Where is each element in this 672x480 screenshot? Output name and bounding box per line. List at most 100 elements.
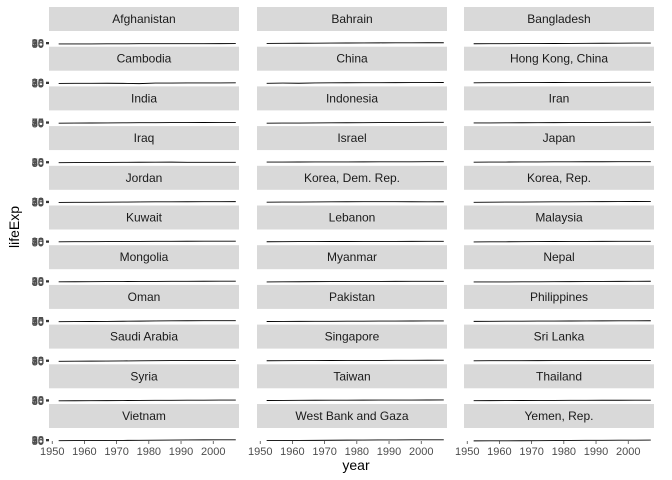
facet-strip <box>257 245 447 270</box>
facet-strip-label: Taiwan <box>333 369 370 383</box>
facet-panel: Philippines <box>464 284 654 322</box>
y-tick-label: 45 <box>32 237 44 249</box>
facet-strip <box>257 86 447 111</box>
facet-strip-label: India <box>131 91 157 105</box>
facet-strip <box>464 404 654 428</box>
facet-panel: China <box>257 46 447 84</box>
series-line <box>473 161 651 163</box>
facet-panel: Japan <box>464 126 654 163</box>
facet-panel: Nepal <box>464 245 654 283</box>
series-line <box>266 399 444 401</box>
x-tick-label: 1980 <box>345 446 369 458</box>
x-tick-label: 1970 <box>104 446 128 458</box>
facet-strip <box>257 205 447 230</box>
facet-panel: Malaysia <box>464 205 654 243</box>
facet-strip-label: Malaysia <box>535 211 583 225</box>
series-line <box>266 359 444 362</box>
facet-strip <box>49 126 239 151</box>
facet-strip-label: Iran <box>549 91 570 105</box>
facet-strip <box>464 126 654 151</box>
facet-strip <box>257 126 447 151</box>
facet-panel: Bahrain <box>257 7 447 44</box>
facet-strip <box>464 46 654 71</box>
y-tick-label: 30 <box>32 158 44 170</box>
facet-strip-label: Philippines <box>530 290 588 304</box>
x-tick-label: 1990 <box>169 446 193 458</box>
y-tick-label: 90 <box>32 315 44 327</box>
x-tick-label: 1960 <box>72 446 96 458</box>
facet-strip <box>49 245 239 270</box>
facet-strip <box>464 7 654 31</box>
x-axis-title: year <box>342 457 370 473</box>
facet-strip-label: Saudi Arabia <box>110 330 178 344</box>
facet-strip <box>49 7 239 31</box>
facet-strip <box>464 245 654 270</box>
x-tick-label: 1980 <box>137 446 161 458</box>
facet-strip-label: Singapore <box>325 330 380 344</box>
facet-panel: Taiwan <box>257 364 447 401</box>
x-tick-label: 1980 <box>552 446 576 458</box>
y-tick-label: 30 <box>32 237 44 249</box>
facet-strip <box>464 205 654 230</box>
series-line <box>473 439 651 442</box>
facet-strip <box>257 284 447 309</box>
y-tick-label: 60 <box>32 237 44 249</box>
facet-strip <box>464 86 654 111</box>
facet-strip-label: China <box>336 52 368 66</box>
y-tick-label: 30 <box>32 198 44 210</box>
facet-strip-label: Korea, Rep. <box>527 171 591 185</box>
y-tick-label: 45 <box>32 396 44 408</box>
series-line <box>473 42 651 45</box>
facet-strip-label: Myanmar <box>327 250 377 264</box>
series-line <box>58 320 236 323</box>
y-tick-label: 60 <box>32 435 44 447</box>
x-tick-label: 1960 <box>280 446 304 458</box>
facet-panel: Israel <box>257 126 447 163</box>
y-tick-label: 45 <box>32 356 44 368</box>
facet-strip <box>257 46 447 71</box>
facet-strip-label: Cambodia <box>117 52 172 66</box>
y-tick-label: 45 <box>32 118 44 130</box>
y-tick-label: 30 <box>32 277 44 289</box>
facet-strip-label: Hong Kong, China <box>510 52 608 66</box>
facet-panel: Pakistan <box>257 284 447 322</box>
series-line <box>473 201 651 203</box>
series-line <box>58 359 236 362</box>
x-tick-label: 1950 <box>248 446 272 458</box>
series-line <box>58 82 236 85</box>
y-axis-title: lifeExp <box>6 206 22 248</box>
x-tick-label: 1970 <box>312 446 336 458</box>
facet-panel: Singapore <box>257 324 447 362</box>
series-line <box>473 399 651 402</box>
y-tick-label: 30 <box>32 39 44 51</box>
facet-panel: Korea, Rep. <box>464 165 654 203</box>
y-tick-label: 30 <box>32 396 44 408</box>
y-tick-label: 30 <box>32 317 44 329</box>
facet-strip <box>464 364 654 389</box>
facet-strip-label: Lebanon <box>329 211 376 225</box>
facet-strip-label: Kuwait <box>126 211 163 225</box>
facet-strip <box>49 324 239 349</box>
facet-panel: Korea, Dem. Rep. <box>257 165 447 203</box>
facet-strip <box>49 205 239 230</box>
facet-strip-label: Japan <box>543 131 576 145</box>
facet-strip-label: Indonesia <box>326 91 378 105</box>
facet-strip <box>257 404 447 428</box>
x-tick-label: 1950 <box>40 446 64 458</box>
facet-strip-label: Thailand <box>536 369 582 383</box>
y-tick-label: 75 <box>32 395 44 407</box>
y-tick-label: 90 <box>32 156 44 168</box>
facet-strip-label: Afghanistan <box>112 12 175 26</box>
y-tick-label: 30 <box>32 357 44 369</box>
y-tick-label: 90 <box>32 355 44 367</box>
facet-strip <box>257 324 447 349</box>
facet-strip-label: West Bank and Gaza <box>295 409 409 423</box>
facet-strip-label: Iraq <box>134 131 155 145</box>
facet-panel: Bangladesh <box>464 7 654 45</box>
facet-panel: Indonesia <box>257 86 447 124</box>
